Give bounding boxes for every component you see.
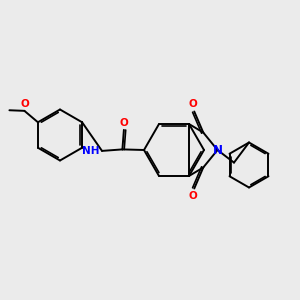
Text: O: O (119, 118, 128, 128)
Text: O: O (188, 99, 197, 110)
Text: O: O (20, 99, 29, 109)
Text: N: N (213, 143, 223, 157)
Text: O: O (188, 190, 197, 201)
Text: NH: NH (82, 146, 100, 156)
